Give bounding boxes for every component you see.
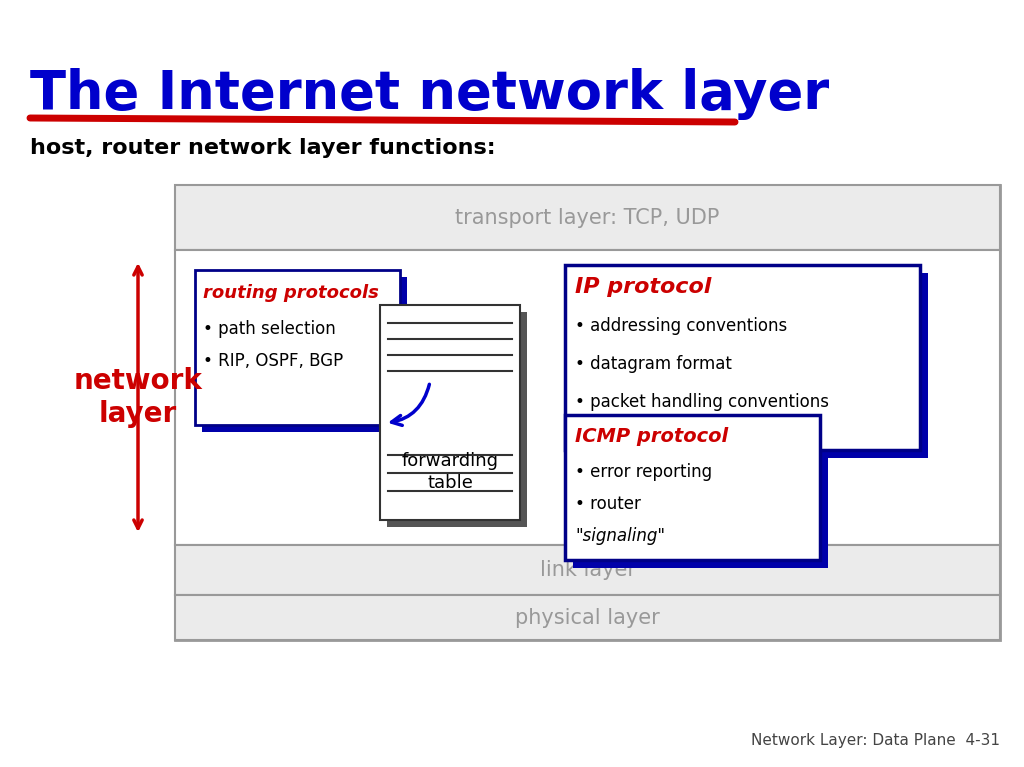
Text: physical layer: physical layer: [515, 607, 659, 627]
Bar: [175, 185, 1000, 640]
Text: • RIP, OSPF, BGP: • RIP, OSPF, BGP: [203, 352, 343, 370]
Text: ICMP protocol: ICMP protocol: [575, 427, 728, 446]
Text: host, router network layer functions:: host, router network layer functions:: [30, 138, 496, 158]
Bar: [175, 185, 1000, 250]
Text: link layer: link layer: [540, 560, 636, 580]
Bar: [175, 545, 1000, 595]
Bar: [195, 270, 400, 425]
Text: Network Layer: Data Plane  4-31: Network Layer: Data Plane 4-31: [751, 733, 1000, 748]
Bar: [573, 273, 928, 458]
Text: "signaling": "signaling": [575, 527, 665, 545]
Text: network
layer: network layer: [74, 367, 203, 428]
Text: • packet handling conventions: • packet handling conventions: [575, 393, 829, 411]
Text: • error reporting: • error reporting: [575, 463, 712, 481]
Text: • router: • router: [575, 495, 641, 513]
Bar: [565, 265, 920, 450]
Bar: [573, 423, 828, 568]
Bar: [202, 277, 407, 432]
Text: routing protocols: routing protocols: [203, 284, 379, 302]
Text: IP protocol: IP protocol: [575, 277, 712, 297]
Bar: [380, 305, 520, 520]
Bar: [387, 312, 527, 527]
Text: • addressing conventions: • addressing conventions: [575, 317, 787, 335]
Text: The Internet network layer: The Internet network layer: [30, 68, 829, 120]
Text: transport layer: TCP, UDP: transport layer: TCP, UDP: [456, 208, 720, 228]
Bar: [175, 595, 1000, 640]
Text: • path selection: • path selection: [203, 320, 336, 338]
Text: • datagram format: • datagram format: [575, 355, 732, 373]
Bar: [175, 250, 1000, 545]
Bar: [565, 415, 820, 560]
Text: forwarding
table: forwarding table: [401, 452, 499, 492]
